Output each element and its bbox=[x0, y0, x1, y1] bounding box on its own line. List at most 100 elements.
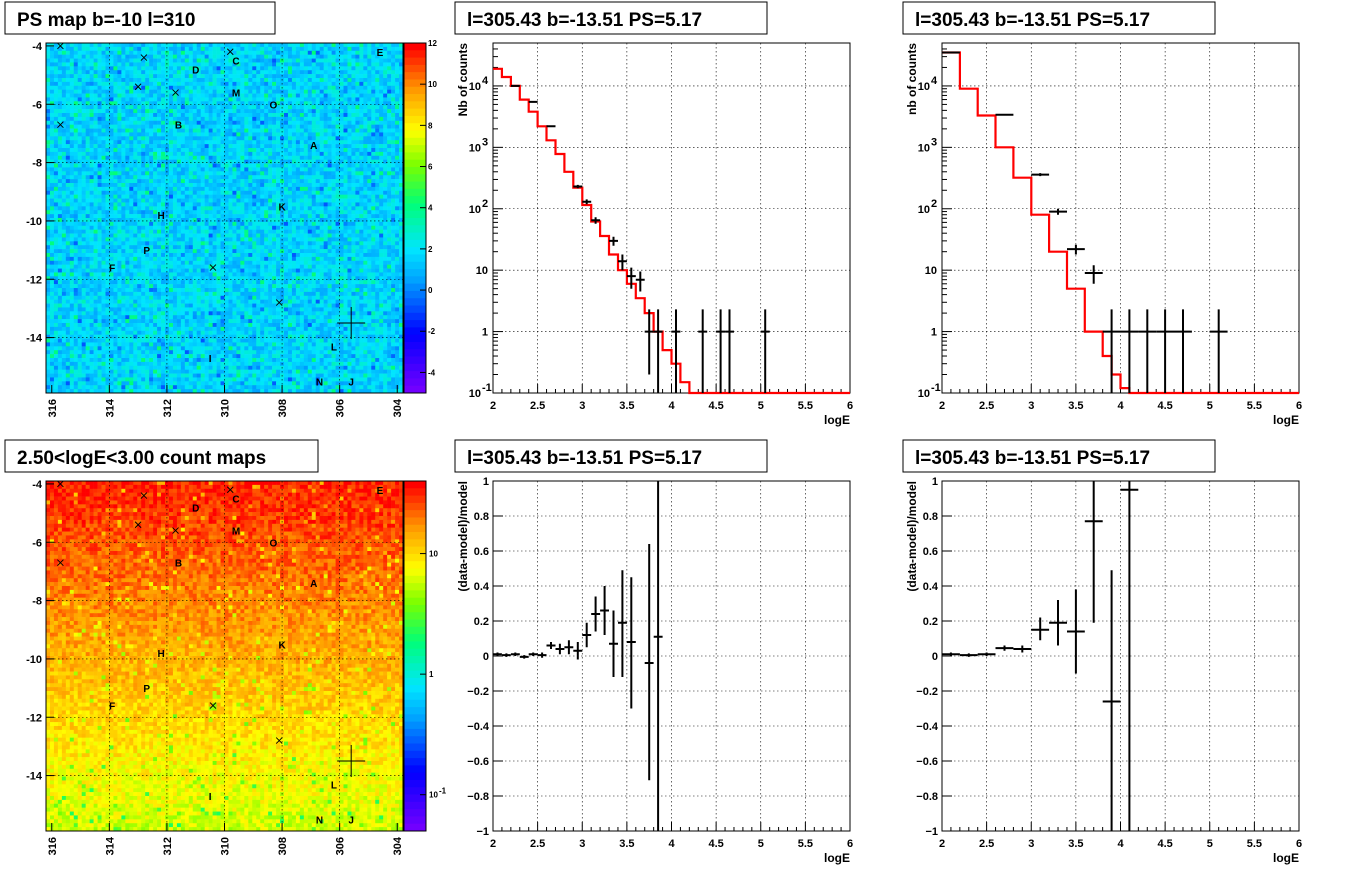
map-cell bbox=[73, 253, 79, 258]
map-cell bbox=[61, 159, 67, 164]
map-cell bbox=[81, 140, 86, 145]
map-cell bbox=[53, 144, 59, 149]
map-cell bbox=[89, 124, 94, 129]
map-cell bbox=[272, 253, 277, 258]
map-cell bbox=[153, 151, 158, 157]
map-cell bbox=[248, 124, 253, 129]
map-cell bbox=[387, 175, 392, 180]
map-cell bbox=[57, 136, 63, 141]
map-cell bbox=[188, 241, 194, 246]
map-cell bbox=[307, 253, 313, 258]
map-cell bbox=[216, 132, 221, 137]
map-cell bbox=[133, 140, 138, 145]
map-cell bbox=[224, 113, 229, 118]
map-cell bbox=[125, 237, 130, 242]
map-cell bbox=[355, 229, 360, 234]
map-cell bbox=[395, 218, 400, 223]
map-cell bbox=[113, 256, 118, 262]
map-cell bbox=[391, 50, 396, 55]
map-cell bbox=[280, 128, 285, 133]
map-cell bbox=[347, 81, 352, 87]
map-cell bbox=[73, 78, 79, 83]
map-cell bbox=[248, 237, 253, 242]
map-cell bbox=[236, 249, 241, 254]
map-cell bbox=[371, 116, 376, 122]
map-cell bbox=[109, 210, 114, 215]
map-cell bbox=[323, 101, 328, 106]
map-cell bbox=[65, 81, 71, 87]
map-cell bbox=[228, 120, 233, 125]
map-cell bbox=[399, 175, 404, 180]
map-cell bbox=[236, 105, 241, 110]
map-cell bbox=[391, 144, 396, 149]
map-cell bbox=[109, 233, 114, 238]
map-cell bbox=[53, 159, 59, 164]
map-cell bbox=[311, 179, 317, 184]
map-cell bbox=[113, 167, 118, 172]
map-cell bbox=[196, 105, 201, 110]
map-cell bbox=[105, 256, 110, 262]
map-cell bbox=[53, 253, 59, 258]
map-cell bbox=[125, 229, 130, 234]
map-cell bbox=[117, 101, 122, 106]
map-cell bbox=[260, 116, 265, 122]
map-cell bbox=[351, 116, 356, 122]
map-cell bbox=[351, 128, 356, 133]
map-cell bbox=[379, 124, 384, 129]
map-cell bbox=[141, 183, 146, 188]
map-cell bbox=[129, 101, 134, 106]
map-cell bbox=[335, 241, 340, 246]
map-cell bbox=[93, 210, 98, 215]
map-cell bbox=[81, 221, 86, 227]
map-cell bbox=[157, 120, 162, 125]
map-cell bbox=[212, 124, 217, 129]
map-cell bbox=[399, 159, 404, 164]
map-cell bbox=[331, 210, 336, 215]
map-cell bbox=[367, 206, 372, 211]
map-cell bbox=[49, 144, 55, 149]
map-cell bbox=[192, 163, 198, 168]
map-cell bbox=[260, 221, 265, 227]
map-cell bbox=[375, 116, 380, 122]
map-cell bbox=[81, 70, 86, 75]
map-cell bbox=[280, 46, 285, 52]
map-cell bbox=[291, 54, 297, 59]
map-cell bbox=[383, 214, 388, 219]
map-cell bbox=[89, 253, 94, 258]
map-cell bbox=[347, 194, 352, 199]
map-cell bbox=[335, 148, 340, 153]
map-cell bbox=[363, 89, 368, 94]
map-cell bbox=[327, 253, 332, 258]
map-cell bbox=[81, 144, 86, 149]
map-cell bbox=[291, 186, 297, 192]
map-cell bbox=[97, 237, 102, 242]
map-cell bbox=[264, 210, 269, 215]
map-cell bbox=[367, 229, 372, 234]
map-cell bbox=[89, 159, 94, 164]
map-cell bbox=[212, 46, 217, 52]
map-cell bbox=[133, 159, 138, 164]
map-cell bbox=[399, 253, 404, 258]
map-cell bbox=[57, 256, 63, 262]
map-cell bbox=[399, 109, 404, 114]
map-cell bbox=[61, 78, 67, 83]
map-cell bbox=[291, 70, 297, 75]
map-cell bbox=[264, 159, 269, 164]
map-cell bbox=[284, 151, 289, 157]
map-cell bbox=[77, 85, 82, 90]
map-cell bbox=[192, 66, 198, 71]
map-cell bbox=[284, 120, 289, 125]
map-cell bbox=[319, 175, 324, 180]
map-cell bbox=[141, 128, 146, 133]
map-cell bbox=[113, 54, 118, 59]
map-cell bbox=[240, 253, 245, 258]
map-cell bbox=[168, 144, 174, 149]
map-cell bbox=[176, 190, 182, 195]
map-cell bbox=[176, 62, 182, 67]
map-cell bbox=[343, 78, 348, 83]
map-cell bbox=[125, 54, 130, 59]
map-cell bbox=[367, 62, 372, 67]
map-cell bbox=[315, 43, 320, 48]
map-cell bbox=[141, 132, 146, 137]
map-cell bbox=[89, 249, 94, 254]
